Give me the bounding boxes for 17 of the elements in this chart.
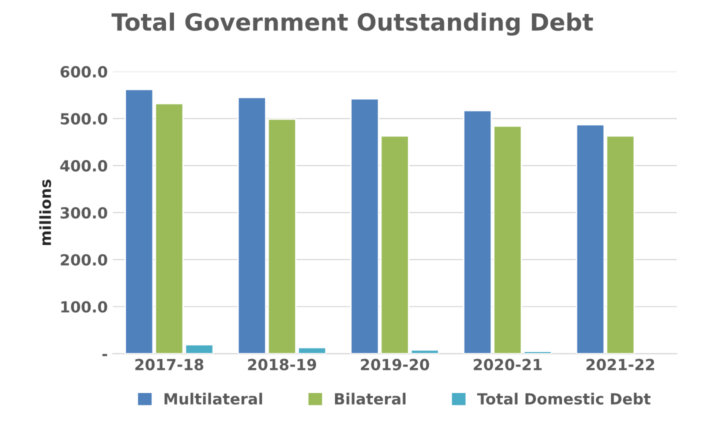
x-tick-label: 2019-20 <box>360 358 430 370</box>
chart-title: Total Government Outstanding Debt <box>112 12 594 36</box>
y-tick-label: 100.0 <box>61 301 108 313</box>
y-tick-label: - <box>102 354 108 356</box>
y-tick-label: 200.0 <box>60 254 108 266</box>
y-tick-label: 400.0 <box>60 160 108 172</box>
x-tick-label: 2017-18 <box>135 358 204 370</box>
x-tick-label: 2018-19 <box>248 358 316 370</box>
y-tick-label: 300.0 <box>60 207 108 219</box>
y-tick-label: 600.0 <box>60 66 108 78</box>
legend-label: Bilateral <box>335 392 406 405</box>
y-axis-title: millions <box>39 180 52 246</box>
x-tick-label: 2020-21 <box>474 358 542 370</box>
x-tick-label: 2021-22 <box>586 358 654 370</box>
legend-label: Total Domestic Debt <box>477 392 651 405</box>
legend-label: Multilateral <box>164 392 262 405</box>
y-tick-label: 500.0 <box>60 113 108 125</box>
